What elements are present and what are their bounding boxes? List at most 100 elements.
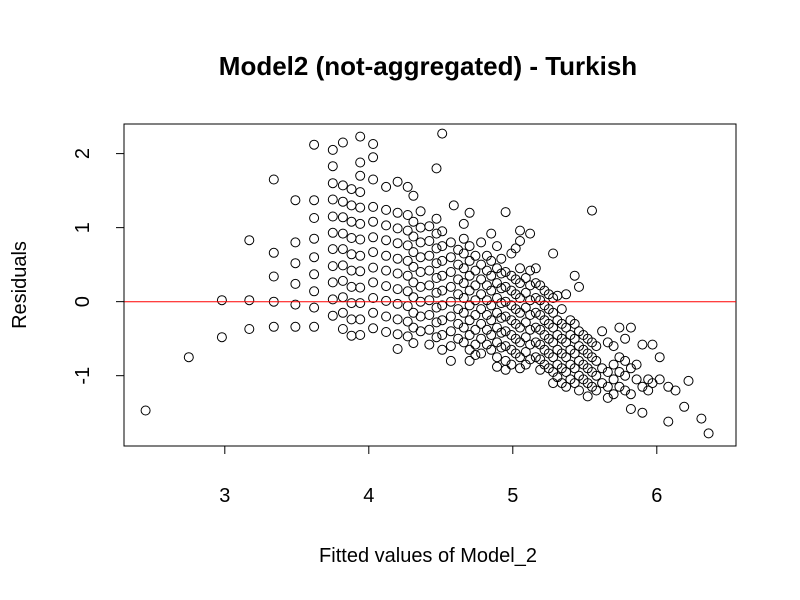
data-point bbox=[525, 265, 536, 276]
data-point bbox=[415, 206, 426, 217]
data-point bbox=[614, 322, 625, 333]
data-point bbox=[500, 311, 511, 322]
data-point bbox=[561, 322, 572, 333]
data-point bbox=[486, 300, 497, 311]
data-point bbox=[268, 321, 279, 332]
data-point bbox=[290, 195, 301, 206]
data-point bbox=[431, 213, 442, 224]
data-point bbox=[408, 190, 419, 201]
data-point bbox=[309, 302, 320, 313]
data-point bbox=[587, 205, 597, 216]
data-point bbox=[470, 250, 481, 261]
data-point bbox=[625, 389, 636, 400]
data-point bbox=[392, 329, 403, 340]
data-point bbox=[445, 237, 456, 248]
data-point bbox=[458, 233, 469, 244]
data-point bbox=[458, 293, 469, 303]
y-tick-label: -1 bbox=[72, 367, 94, 385]
data-point bbox=[643, 385, 654, 396]
data-point bbox=[476, 333, 487, 344]
data-point bbox=[368, 174, 379, 185]
data-point bbox=[582, 391, 593, 402]
data-point bbox=[392, 344, 403, 354]
data-point bbox=[290, 278, 301, 289]
data-point bbox=[525, 354, 536, 365]
data-point bbox=[496, 298, 507, 309]
data-point bbox=[309, 252, 320, 263]
data-point bbox=[368, 232, 379, 243]
data-point bbox=[458, 248, 469, 259]
data-point bbox=[431, 163, 442, 174]
data-point bbox=[355, 187, 366, 198]
data-point bbox=[268, 271, 279, 282]
data-point bbox=[402, 181, 413, 192]
data-point bbox=[515, 293, 525, 303]
data-point bbox=[309, 321, 320, 332]
data-point bbox=[327, 244, 338, 255]
data-point bbox=[368, 139, 379, 149]
chart-title: Model2 (not-aggregated) - Turkish bbox=[219, 51, 637, 81]
data-point bbox=[392, 207, 403, 218]
data-point bbox=[140, 405, 151, 416]
data-point bbox=[500, 207, 511, 218]
data-point bbox=[424, 236, 435, 246]
data-point bbox=[486, 228, 497, 239]
data-point bbox=[453, 333, 464, 344]
data-point bbox=[408, 231, 419, 242]
data-point bbox=[355, 157, 366, 168]
data-point bbox=[496, 268, 507, 279]
data-point bbox=[381, 327, 392, 337]
data-point bbox=[381, 311, 392, 322]
data-point bbox=[355, 266, 366, 277]
y-tick-label: 0 bbox=[72, 296, 94, 307]
data-point bbox=[625, 322, 636, 333]
data-point bbox=[679, 401, 690, 412]
data-point bbox=[525, 228, 536, 239]
data-point bbox=[355, 234, 366, 245]
data-point bbox=[464, 270, 475, 281]
data-point bbox=[453, 274, 464, 285]
data-points bbox=[140, 128, 714, 439]
data-point bbox=[346, 314, 357, 325]
data-point bbox=[337, 196, 348, 207]
data-point bbox=[486, 285, 497, 296]
data-point bbox=[244, 295, 255, 306]
data-point bbox=[431, 332, 442, 343]
data-point bbox=[453, 289, 464, 300]
data-point bbox=[515, 263, 525, 274]
data-point bbox=[337, 137, 348, 148]
data-point bbox=[415, 252, 426, 263]
data-point bbox=[525, 339, 536, 350]
data-point bbox=[368, 247, 379, 258]
data-point bbox=[424, 265, 435, 276]
data-point bbox=[647, 339, 658, 350]
data-point bbox=[309, 269, 320, 280]
data-point bbox=[569, 378, 580, 389]
data-point bbox=[337, 260, 348, 271]
data-point bbox=[445, 311, 456, 322]
data-point bbox=[408, 338, 419, 349]
data-point bbox=[453, 244, 464, 255]
data-point bbox=[520, 347, 531, 357]
data-point bbox=[327, 178, 338, 189]
data-point bbox=[614, 352, 625, 363]
data-point bbox=[486, 270, 497, 281]
data-point bbox=[355, 170, 366, 181]
data-point bbox=[670, 385, 681, 396]
data-point bbox=[500, 267, 511, 277]
data-point bbox=[520, 287, 531, 298]
data-point bbox=[561, 367, 572, 377]
data-point bbox=[458, 307, 469, 318]
data-point bbox=[515, 307, 525, 318]
data-point bbox=[476, 348, 487, 359]
data-point bbox=[445, 341, 456, 352]
data-point bbox=[591, 370, 602, 381]
data-point bbox=[368, 152, 379, 163]
data-point bbox=[464, 285, 475, 296]
data-point bbox=[470, 310, 481, 320]
data-point bbox=[381, 281, 392, 292]
data-point bbox=[346, 184, 357, 195]
data-point bbox=[620, 333, 631, 344]
data-point bbox=[448, 200, 459, 211]
